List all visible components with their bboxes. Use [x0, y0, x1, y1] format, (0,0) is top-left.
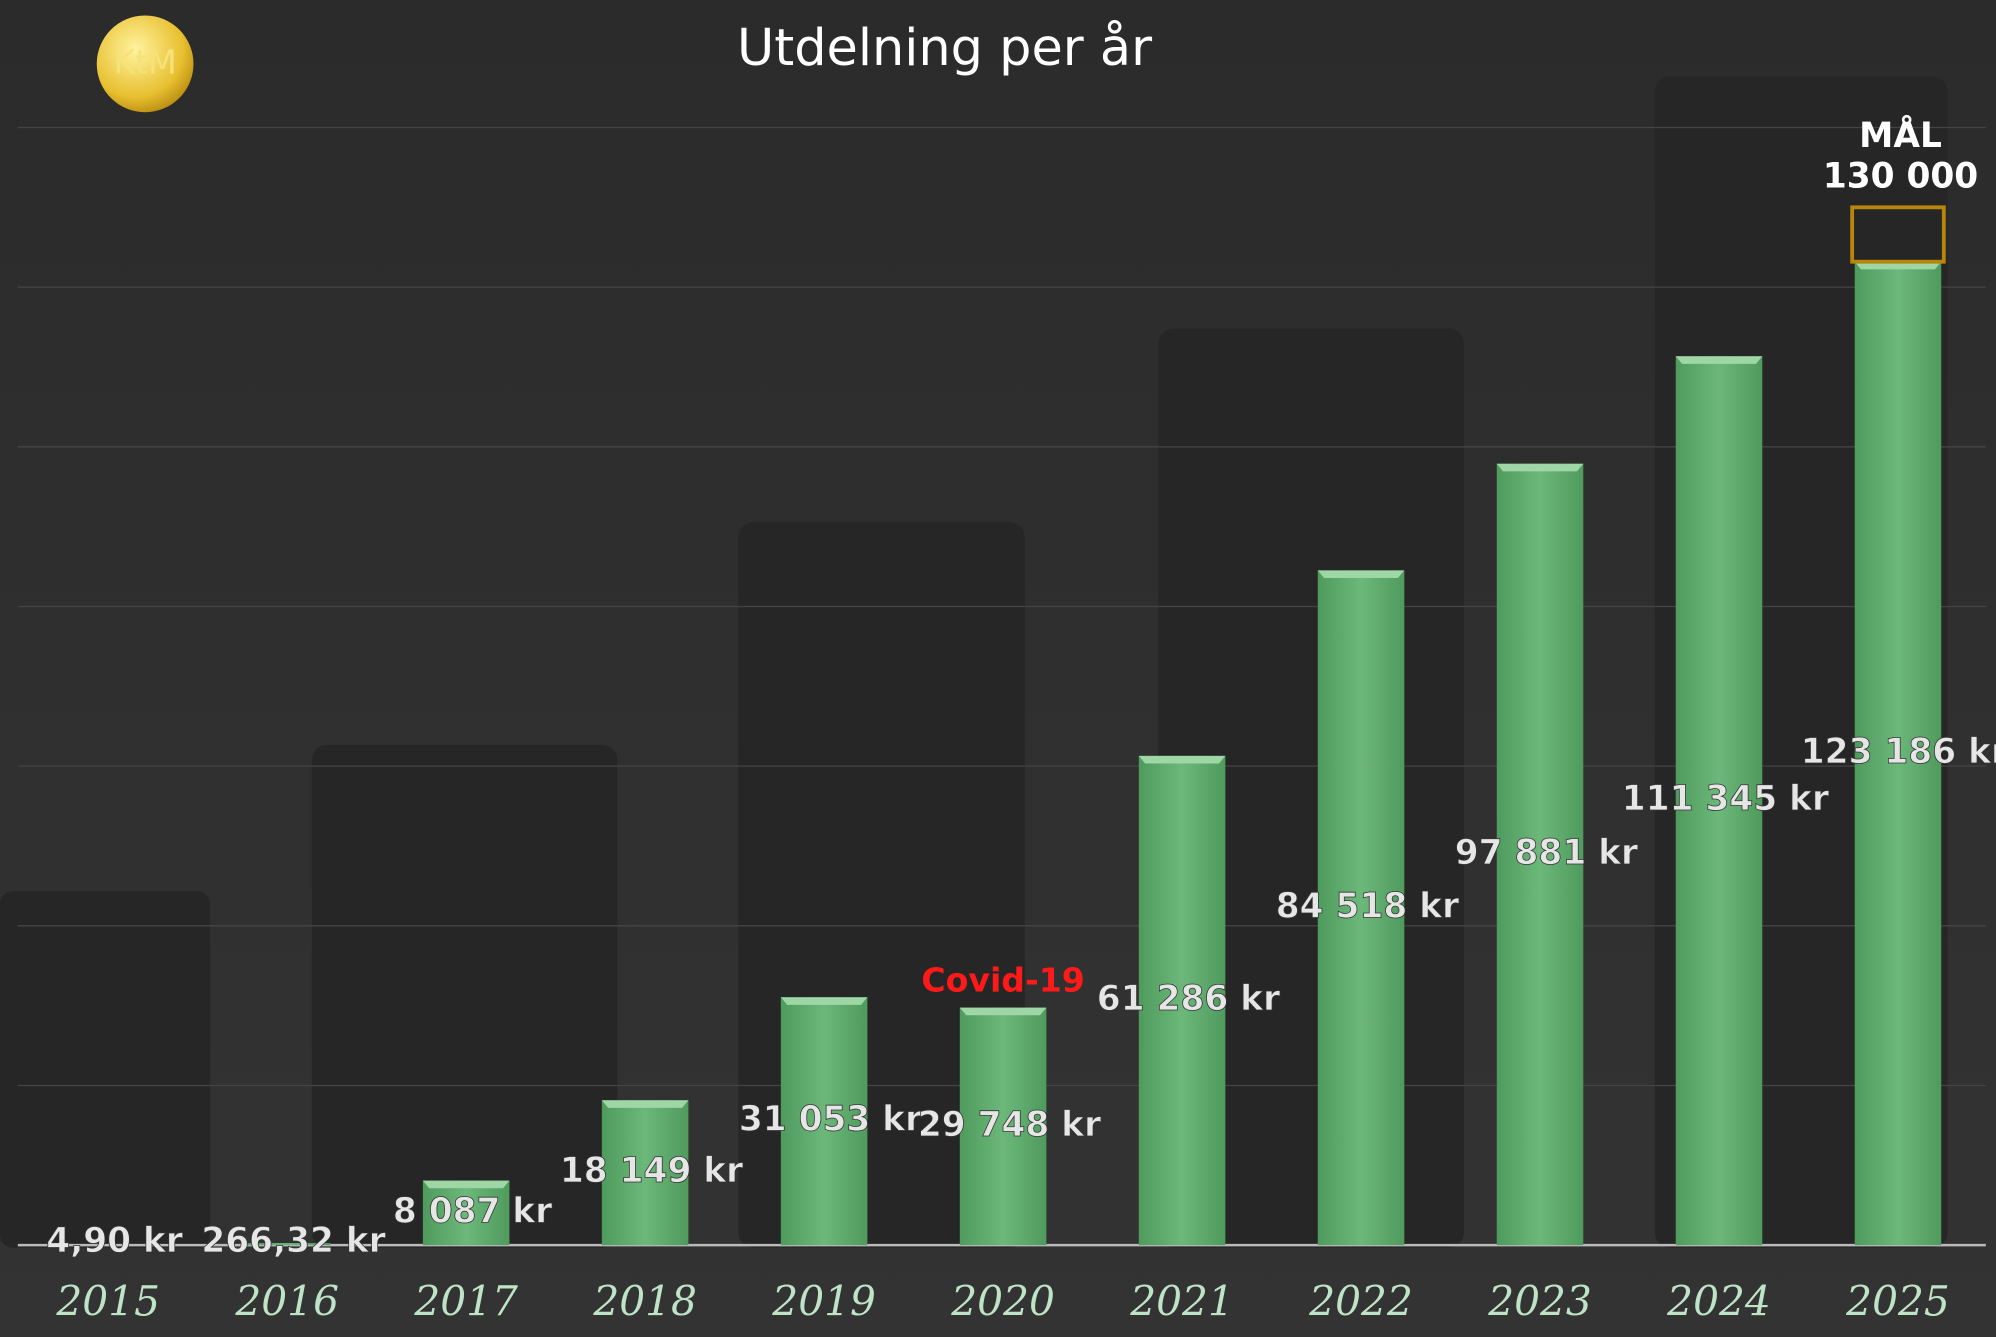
logo: KtM: [114, 42, 177, 81]
x-tick-label: 2020: [950, 1277, 1055, 1325]
value-label: 97 881 kr: [1455, 833, 1638, 873]
value-label: 18 149 kr: [560, 1151, 743, 1191]
goal-value-label: 130 000: [1823, 157, 1978, 197]
bar-top: [422, 1180, 510, 1189]
bar-top: [1317, 570, 1405, 579]
bar: [422, 1180, 510, 1246]
bar-top: [1138, 755, 1226, 764]
annotation: Covid-19: [921, 961, 1084, 1000]
x-tick-label: 2016: [234, 1277, 339, 1325]
value-label: 4,90 kr: [46, 1221, 183, 1261]
bar: [1138, 755, 1226, 1246]
x-tick-label: 2021: [1129, 1277, 1234, 1325]
bar-top: [959, 1007, 1047, 1016]
value-label: 31 053 kr: [739, 1100, 922, 1140]
goal-label: MÅL: [1859, 115, 1942, 156]
bar-top: [780, 997, 868, 1005]
x-tick-label: 2015: [55, 1277, 160, 1325]
bar-top: [1854, 261, 1942, 270]
x-tick-label: 2018: [592, 1277, 697, 1325]
bar-top: [1496, 463, 1584, 472]
goal-box: [1850, 205, 1946, 264]
bar: [1854, 261, 1942, 1246]
value-label: 29 748 kr: [918, 1105, 1101, 1145]
logo-coin: [96, 15, 194, 113]
bar: [243, 1243, 331, 1246]
chart-title: Utdelning per år: [737, 19, 1152, 78]
value-label: 8 087 kr: [393, 1191, 552, 1231]
x-tick-label: 2022: [1308, 1277, 1413, 1325]
bar: [780, 997, 868, 1246]
x-tick-label: 2023: [1487, 1277, 1592, 1325]
value-label: 84 518 kr: [1276, 886, 1459, 926]
bar: [1675, 356, 1763, 1246]
x-tick-label: 2017: [413, 1277, 518, 1325]
bar: [1317, 570, 1405, 1246]
value-label: 111 345 kr: [1622, 779, 1829, 819]
value-label: 266,32 kr: [201, 1221, 385, 1261]
value-label: 61 286 kr: [1097, 979, 1280, 1019]
bar-top: [601, 1100, 689, 1108]
bar: [959, 1007, 1047, 1246]
x-tick-label: 2019: [771, 1277, 876, 1325]
x-tick-label: 2024: [1666, 1277, 1771, 1325]
bar: [1496, 463, 1584, 1246]
x-tick-label: 2025: [1845, 1277, 1950, 1325]
bar-top: [1675, 356, 1763, 364]
value-label: 123 186 kr: [1801, 732, 1996, 772]
bar: [601, 1100, 689, 1246]
